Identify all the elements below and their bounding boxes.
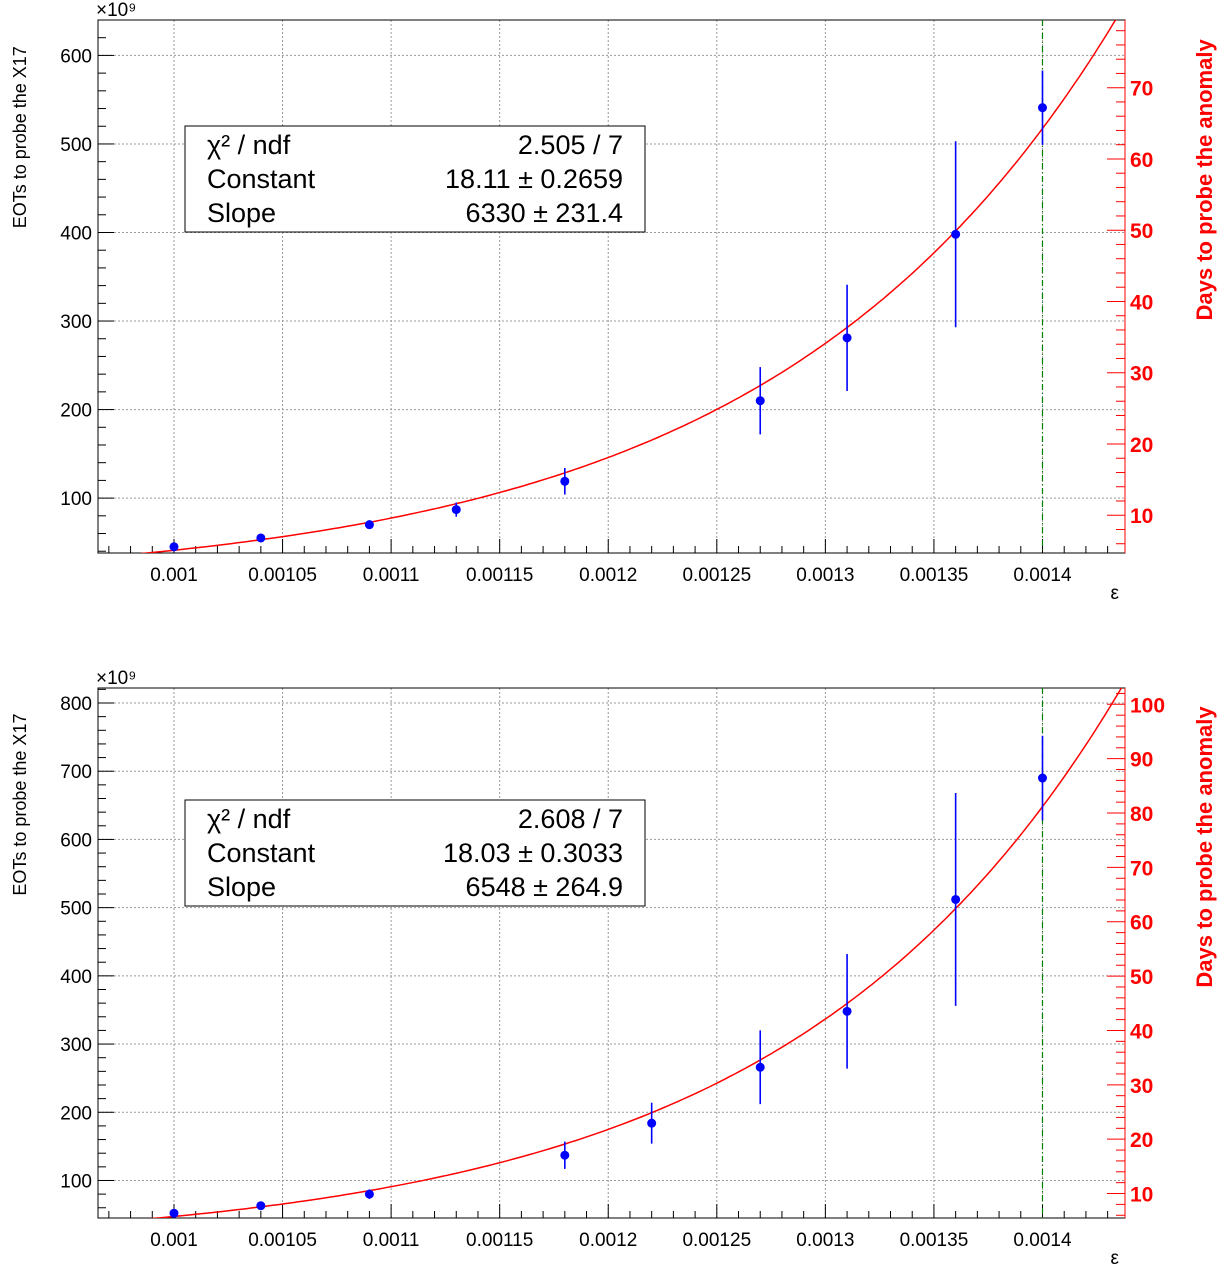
chart1-x-tick-label-5: 0.00125 (682, 565, 751, 586)
chart1-x-tick-label-0: 0.001 (150, 565, 198, 586)
chart1-data-point-1 (256, 533, 266, 543)
chart1-x-tick-label-2: 0.0011 (363, 565, 420, 586)
chart2-y2-tick-label-9: 100 (1130, 694, 1165, 717)
chart2-x-tick-label-8: 0.0014 (1013, 1230, 1072, 1251)
chart1-data-point-2 (364, 520, 374, 530)
chart2-y-tick-label-1: 200 (60, 1103, 92, 1124)
chart2-y-tick-label-2: 300 (60, 1035, 92, 1056)
chart2-stats-value-0: 2.608 / 7 (518, 804, 623, 834)
chart1-data-point-5 (755, 396, 765, 406)
chart1-y-tick-label-0: 100 (60, 489, 92, 510)
chart1-y-axis-title: EOTs to probe the X17 (10, 46, 30, 228)
chart2-y-tick-label-3: 400 (60, 967, 92, 988)
chart2-x-axis-title: ε (1111, 1248, 1120, 1266)
chart2-data-point-0 (169, 1208, 179, 1218)
chart2-y-axis-title: EOTs to probe the X17 (10, 714, 30, 896)
chart1-data-point-6 (842, 333, 852, 343)
chart2-stats-name-0: χ² / ndf (207, 804, 291, 834)
chart2-y2-tick-label-2: 30 (1130, 1075, 1153, 1098)
chart2-x-tick-label-0: 0.001 (150, 1230, 198, 1251)
chart2-data-point-8 (1037, 773, 1047, 783)
chart2-data-point-5 (755, 1062, 765, 1072)
chart1-y2-tick-label-1: 20 (1130, 434, 1153, 457)
chart2-y2-tick-label-7: 80 (1130, 803, 1153, 826)
chart1-x-tick-label-1: 0.00105 (248, 565, 317, 586)
chart1-x-tick-label-7: 0.00135 (900, 565, 969, 586)
chart2-x-tick-label-1: 0.00105 (248, 1230, 317, 1251)
chart2-data-point-7 (951, 894, 961, 904)
chart1-y2-tick-label-2: 30 (1130, 363, 1153, 386)
chart1-data-point-3 (451, 505, 461, 515)
chart1-y-tick-label-2: 300 (60, 312, 92, 333)
chart1-y-exponent-label: ×10⁹ (96, 0, 136, 21)
chart1-data-point-4 (560, 476, 570, 486)
chart2-y-exponent-label: ×10⁹ (96, 668, 136, 689)
chart2-y2-tick-label-5: 60 (1130, 912, 1153, 935)
chart2-x-tick-label-3: 0.00115 (466, 1230, 533, 1251)
chart2-x-tick-label-7: 0.00135 (900, 1230, 969, 1251)
chart1-stats-value-0: 2.505 / 7 (518, 130, 623, 160)
chart2-data-point-3 (560, 1150, 570, 1160)
chart2-stats-value-2: 6548 ± 264.9 (466, 872, 623, 902)
chart2-y2-tick-label-0: 10 (1130, 1184, 1153, 1207)
chart1-stats-value-1: 18.11 ± 0.2659 (445, 164, 623, 194)
chart1-x-tick-label-3: 0.00115 (466, 565, 533, 586)
chart2-data-point-6 (842, 1006, 852, 1016)
chart2-data-point-1 (256, 1201, 266, 1211)
chart1-data-point-7 (951, 229, 961, 239)
chart2-x-tick-label-2: 0.0011 (363, 1230, 420, 1251)
chart2-x-tick-label-4: 0.0012 (579, 1230, 637, 1251)
chart2-y2-tick-label-8: 90 (1130, 749, 1153, 772)
chart2-y-tick-label-0: 100 (60, 1171, 92, 1192)
chart1-x-tick-label-4: 0.0012 (579, 565, 637, 586)
chart2-x-tick-label-6: 0.0013 (796, 1230, 854, 1251)
chart1-data-point-0 (169, 542, 179, 552)
chart2-stats-name-1: Constant (207, 838, 316, 868)
chart1-y2-tick-label-5: 60 (1130, 149, 1153, 172)
chart2-y2-tick-label-3: 40 (1130, 1020, 1153, 1043)
chart1-x-tick-label-8: 0.0014 (1013, 565, 1072, 586)
chart2-fit-curve (149, 688, 1123, 1218)
chart1-y-tick-label-1: 200 (60, 401, 92, 422)
chart1-x-tick-label-6: 0.0013 (796, 565, 854, 586)
chart2-data-point-2 (364, 1189, 374, 1199)
chart2-y2-tick-label-6: 70 (1130, 857, 1153, 880)
chart1-stats-name-0: χ² / ndf (207, 130, 291, 160)
chart2-y2-tick-label-4: 50 (1130, 966, 1153, 989)
chart2-y2-axis-title: Days to probe the anomaly (1192, 706, 1217, 988)
chart2-y-tick-label-6: 700 (60, 762, 92, 783)
chart2-y-tick-label-7: 800 (60, 694, 92, 715)
chart1-stats-box (184, 125, 646, 233)
chart2-y-tick-label-4: 500 (60, 899, 92, 920)
chart2-y2-tick-label-1: 20 (1130, 1129, 1153, 1152)
chart2-stats-box (184, 799, 646, 907)
chart2-data-point-4 (647, 1118, 657, 1128)
chart1-y-tick-label-3: 400 (60, 223, 92, 244)
chart1-x-axis-title: ε (1111, 583, 1120, 604)
chart1-panel: 0.001 0.00105 0.0011 0.00115 0.0012 0.00125 0.… (10, 0, 1217, 604)
chart2-y-tick-label-5: 600 (60, 830, 92, 851)
chart1-y-tick-label-5: 600 (60, 46, 92, 67)
chart1-data-point-8 (1037, 103, 1047, 113)
chart1-y-tick-label-4: 500 (60, 135, 92, 156)
chart1-stats-name-2: Slope (207, 198, 276, 228)
chart1-y2-axis-title: Days to probe the anomaly (1192, 39, 1217, 321)
chart2-panel: 0.001 0.00105 0.0011 0.00115 0.0012 0.00125 0.… (10, 668, 1217, 1266)
chart2-stats-name-2: Slope (207, 872, 276, 902)
chart1-stats-name-1: Constant (207, 164, 316, 194)
chart2-x-tick-label-5: 0.00125 (682, 1230, 751, 1251)
chart1-y2-tick-label-6: 70 (1130, 78, 1153, 101)
chart2-stats-value-1: 18.03 ± 0.3033 (443, 838, 623, 868)
chart1-y2-tick-label-4: 50 (1130, 220, 1153, 243)
chart1-y2-tick-label-0: 10 (1130, 505, 1153, 528)
chart1-stats-value-2: 6330 ± 231.4 (466, 198, 623, 228)
chart1-y2-tick-label-3: 40 (1130, 291, 1153, 314)
